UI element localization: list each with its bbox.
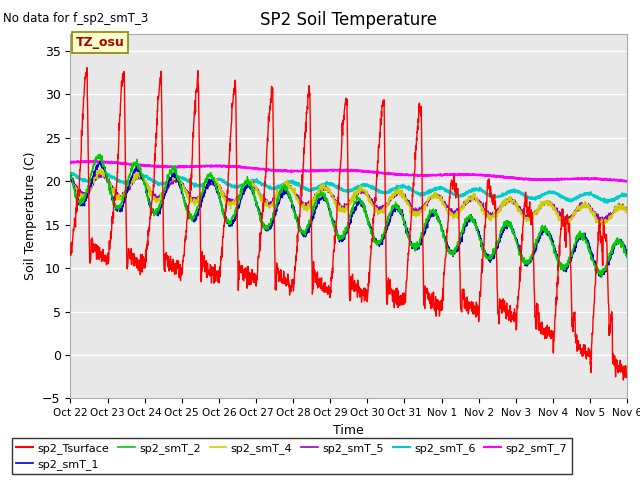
sp2_smT_6 [511,188,518,193]
sp2_Tsurface [574,343,582,349]
sp2_smT_6 [378,188,385,194]
sp2_smT_5 [600,220,608,226]
sp2_smT_4 [574,205,582,211]
sp2_smT_4 [596,222,604,228]
sp2_smT_2 [222,216,230,222]
sp2_smT_6 [604,200,611,205]
Line: sp2_smT_4: sp2_smT_4 [70,168,627,225]
sp2_smT_2 [96,152,104,157]
Line: sp2_smT_7: sp2_smT_7 [70,161,627,181]
sp2_smT_6 [67,170,75,176]
sp2_Tsurface [67,249,74,255]
sp2_Tsurface [378,120,385,125]
sp2_smT_1 [574,237,582,242]
sp2_smT_7 [511,175,518,181]
sp2_smT_2 [67,170,74,176]
sp2_smT_1 [97,158,104,164]
sp2_smT_7 [622,179,630,184]
Line: sp2_Tsurface: sp2_Tsurface [70,68,627,380]
sp2_smT_4 [97,166,105,171]
sp2_smT_6 [590,193,598,199]
sp2_smT_4 [378,207,385,213]
sp2_smT_5 [511,197,518,203]
Line: sp2_smT_6: sp2_smT_6 [70,173,627,203]
sp2_smT_6 [574,194,582,200]
sp2_smT_4 [222,195,230,201]
sp2_smT_5 [67,175,74,181]
Line: sp2_smT_5: sp2_smT_5 [70,173,627,223]
sp2_smT_7 [590,176,598,181]
sp2_smT_6 [222,180,230,186]
Legend: sp2_Tsurface, sp2_smT_1, sp2_smT_2, sp2_smT_4, sp2_smT_5, sp2_smT_6, sp2_smT_7: sp2_Tsurface, sp2_smT_1, sp2_smT_2, sp2_… [12,438,572,474]
sp2_Tsurface [511,317,518,323]
sp2_smT_7 [365,169,373,175]
sp2_smT_4 [623,208,631,214]
sp2_smT_5 [222,197,230,203]
sp2_smT_1 [365,219,373,225]
sp2_smT_4 [67,174,74,180]
sp2_smT_7 [67,160,74,166]
Y-axis label: Soil Temperature (C): Soil Temperature (C) [24,152,36,280]
sp2_smT_4 [365,198,373,204]
sp2_smT_7 [378,170,385,176]
Line: sp2_smT_1: sp2_smT_1 [70,161,627,277]
sp2_smT_6 [623,192,631,198]
Title: SP2 Soil Temperature: SP2 Soil Temperature [260,11,437,29]
Text: No data for f_sp2_smT_3: No data for f_sp2_smT_3 [3,12,148,25]
sp2_smT_1 [511,233,518,239]
Line: sp2_smT_2: sp2_smT_2 [70,155,627,277]
sp2_smT_1 [222,214,230,220]
sp2_Tsurface [222,201,230,207]
sp2_smT_6 [67,172,74,178]
sp2_Tsurface [623,374,631,380]
sp2_smT_1 [596,274,604,280]
sp2_smT_1 [378,241,385,247]
sp2_smT_5 [378,207,385,213]
sp2_smT_5 [590,210,598,216]
sp2_smT_6 [365,182,373,188]
sp2_Tsurface [83,65,91,71]
sp2_smT_5 [365,195,373,201]
sp2_smT_2 [365,222,373,228]
sp2_Tsurface [365,269,373,275]
sp2_smT_4 [590,210,598,216]
sp2_smT_4 [511,201,518,206]
sp2_smT_7 [90,158,97,164]
sp2_Tsurface [620,377,627,383]
sp2_smT_5 [574,205,582,211]
sp2_smT_2 [378,238,385,244]
sp2_Tsurface [590,311,598,316]
sp2_smT_5 [100,170,108,176]
sp2_smT_2 [511,236,518,241]
Text: TZ_osu: TZ_osu [76,36,125,49]
sp2_smT_2 [623,252,631,258]
sp2_smT_7 [574,176,582,181]
sp2_smT_2 [598,274,605,280]
sp2_smT_1 [590,259,598,264]
sp2_smT_1 [67,173,74,179]
sp2_smT_5 [623,208,631,214]
X-axis label: Time: Time [333,424,364,437]
sp2_smT_1 [623,252,631,257]
sp2_smT_7 [222,164,230,169]
sp2_smT_7 [623,178,631,184]
sp2_smT_2 [574,234,582,240]
sp2_smT_2 [590,260,598,265]
